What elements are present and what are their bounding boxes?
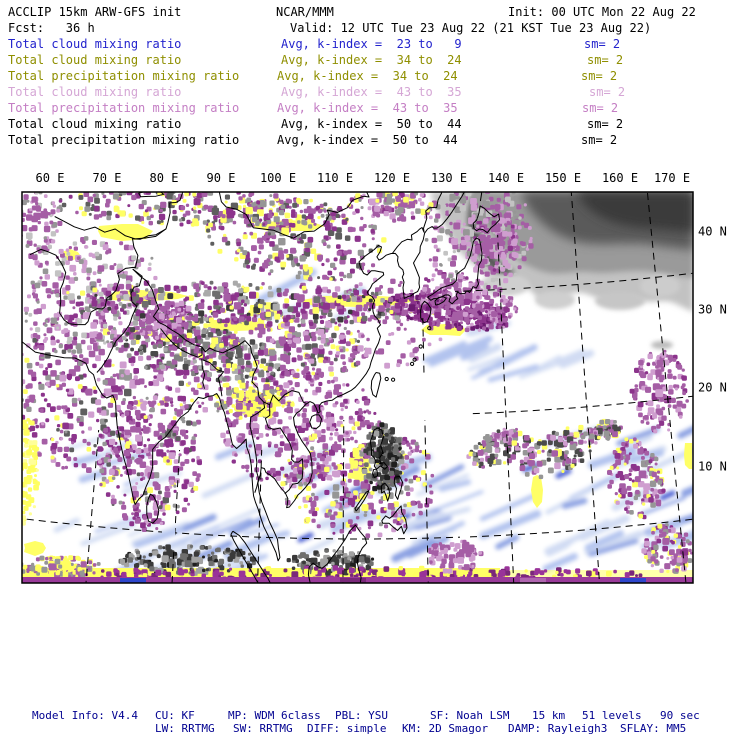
x-axis-label: 130 E (430, 171, 468, 185)
x-axis-label: 100 E (259, 171, 297, 185)
footer-km: KM: 2D Smagor (402, 722, 489, 735)
y-axis-label: 20 N (698, 380, 727, 395)
forecast-hour: Fcst: 36 h (8, 21, 95, 35)
y-axis-label: 30 N (698, 302, 727, 317)
footer-model-version: Model Info: V4.4 (32, 709, 138, 722)
x-axis-label: 150 E (544, 171, 582, 185)
variable-label: Total cloud mixing ratio (8, 53, 182, 67)
legend-row-2: Total cloud mixing ratio Avg, k-index = … (0, 53, 740, 69)
smooth-value: sm= 2 (581, 133, 618, 147)
footer-sf: SF: Noah LSM (430, 709, 510, 722)
x-axis-label: 70 E (92, 171, 122, 185)
y-axis-label: 40 N (698, 224, 727, 239)
x-axis-label: 120 E (373, 171, 411, 185)
footer-sw: SW: RRTMG (233, 722, 293, 735)
variable-label: Total cloud mixing ratio (8, 37, 182, 51)
smooth-value: sm= 2 (584, 37, 621, 51)
legend-row-1: Total cloud mixing ratio Avg, k-index = … (0, 37, 740, 53)
variable-label: Total cloud mixing ratio (8, 117, 182, 131)
kindex-value: Avg, k-index = 34 to 24 (277, 69, 458, 83)
legend-row-4: Total cloud mixing ratio Avg, k-index = … (0, 85, 740, 101)
smooth-value: sm= 2 (587, 53, 624, 67)
x-axis-label: 110 E (316, 171, 354, 185)
footer-levels: 51 levels (582, 709, 642, 722)
variable-label: Total precipitation mixing ratio (8, 101, 240, 115)
variable-label: Total precipitation mixing ratio (8, 133, 240, 147)
footer-pbl: PBL: YSU (335, 709, 388, 722)
legend-row-5: Total precipitation mixing ratio Avg, k-… (0, 101, 740, 117)
variable-label: Total precipitation mixing ratio (8, 69, 240, 83)
variable-label: Total cloud mixing ratio (8, 85, 182, 99)
kindex-value: Avg, k-index = 43 to 35 (277, 101, 458, 115)
smooth-value: sm= 2 (587, 117, 624, 131)
legend-row-7: Total precipitation mixing ratio Avg, k-… (0, 133, 740, 149)
x-axis-label: 60 E (35, 171, 65, 185)
center-name: NCAR/MMM (276, 5, 334, 19)
init-time: Init: 00 UTC Mon 22 Aug 22 (508, 5, 696, 19)
kindex-value: Avg, k-index = 50 to 44 (277, 133, 458, 147)
valid-time: Valid: 12 UTC Tue 23 Aug 22 (21 KST Tue … (290, 21, 652, 35)
kindex-value: Avg, k-index = 43 to 35 (281, 85, 462, 99)
x-axis-label: 90 E (206, 171, 236, 185)
header-row-valid: Fcst: 36 h Valid: 12 UTC Tue 23 Aug 22 (… (0, 21, 740, 37)
kindex-value: Avg, k-index = 50 to 44 (281, 117, 462, 131)
x-axis-label: 140 E (487, 171, 525, 185)
footer-sflay: SFLAY: MM5 (620, 722, 687, 735)
footer-resolution: 15 km (532, 709, 566, 722)
x-axis-label: 160 E (601, 171, 639, 185)
legend-row-6: Total cloud mixing ratio Avg, k-index = … (0, 117, 740, 133)
smooth-value: sm= 2 (581, 69, 618, 83)
y-axis-label: 10 N (698, 459, 727, 474)
kindex-value: Avg, k-index = 23 to 9 (281, 37, 462, 51)
footer-lw: LW: RRTMG (155, 722, 215, 735)
footer-damp: DAMP: Rayleigh3 (508, 722, 608, 735)
x-axis-label: 170 E (653, 171, 691, 185)
legend-row-3: Total precipitation mixing ratio Avg, k-… (0, 69, 740, 85)
model-title: ACCLIP 15km ARW-GFS init (8, 5, 182, 19)
footer-cu: CU: KF (155, 709, 195, 722)
footer-mp: MP: WDM 6class (228, 709, 321, 722)
smooth-value: sm= 2 (589, 85, 626, 99)
footer-diff: DIFF: simple (307, 722, 387, 735)
smooth-value: sm= 2 (582, 101, 619, 115)
kindex-value: Avg, k-index = 34 to 24 (281, 53, 462, 67)
x-axis-label: 80 E (149, 171, 179, 185)
footer-timestep: 90 sec (660, 709, 700, 722)
header-row-title: ACCLIP 15km ARW-GFS init NCAR/MMM Init: … (0, 5, 740, 21)
